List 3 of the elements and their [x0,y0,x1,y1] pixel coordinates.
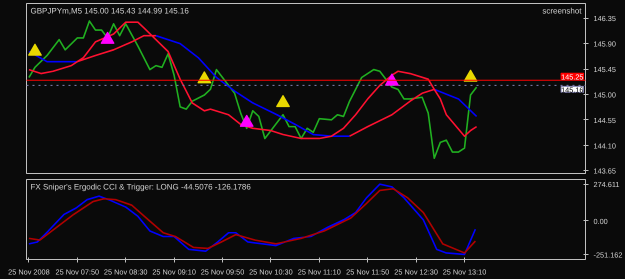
annotation: screenshot [542,6,582,16]
chart-title: FX Sniper's Ergodic CCI & Trigger: LONG -44.5076 -126.1786 [30,182,252,192]
chart-title: GBPJPYm,M5 145.00 145.43 144.99 145.16 [30,6,190,16]
